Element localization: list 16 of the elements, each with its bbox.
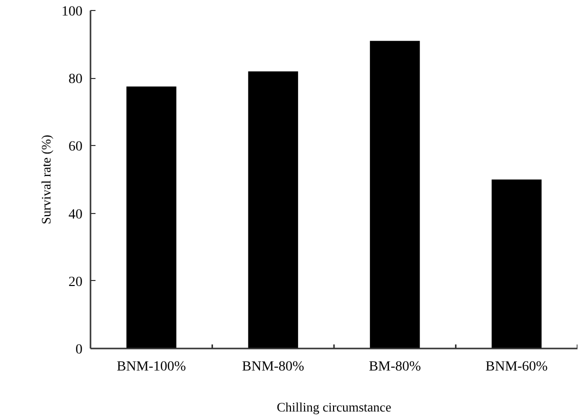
x-tick-label: BNM-100% [116,360,186,374]
x-tick-label: BNM-60% [486,360,548,374]
bar [248,71,298,348]
y-tick-label: 80 [68,72,82,88]
y-tick-label: 100 [62,4,82,20]
bar [370,40,420,348]
y-axis-title: Survival rate (%) [38,134,54,224]
bar [492,180,542,348]
x-axis-title: Chilling circumstance [276,400,392,414]
bar [126,86,176,348]
y-tick-label: 20 [68,274,82,290]
x-tick-label: BM-80% [368,360,422,374]
y-tick-label: 60 [68,140,82,155]
x-tick-label: BNM-80% [242,360,305,374]
y-tick-label: 0 [76,342,82,358]
y-tick-label: 40 [68,207,82,222]
